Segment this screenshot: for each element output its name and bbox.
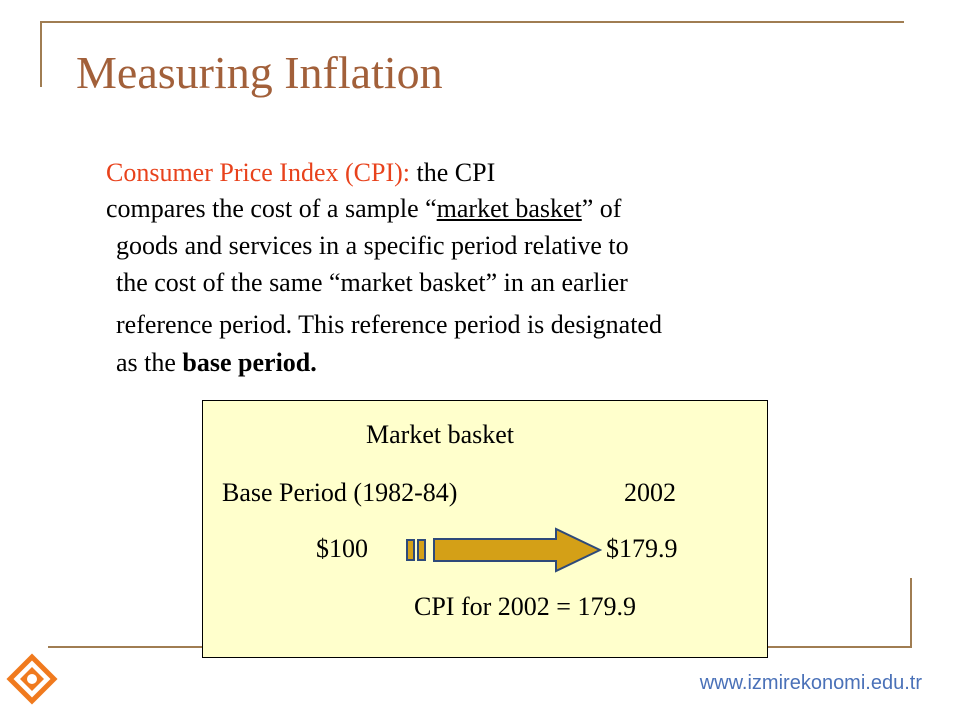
definition-text: compares the cost of a sample “: [106, 194, 437, 223]
cpi-result: CPI for 2002 = 179.9: [414, 592, 636, 621]
definition-line-6: as the base period.: [116, 348, 317, 378]
website-url[interactable]: www.izmirekonomi.edu.tr: [699, 672, 922, 694]
right-arrow-icon: [406, 527, 602, 573]
slide-title: Measuring Inflation: [76, 47, 443, 98]
definition-line-4: the cost of the same “market basket” in …: [116, 268, 628, 297]
base-period-term: base period.: [182, 348, 317, 377]
frame-left-line: [40, 21, 42, 87]
market-basket-heading: Market basket: [366, 420, 515, 449]
frame-right-line: [910, 578, 912, 648]
definition-text: ” of: [581, 194, 622, 223]
comparison-year-cost: $179.9: [606, 534, 678, 563]
cpi-term: Consumer Price Index (CPI):: [106, 158, 411, 187]
definition-line-1: Consumer Price Index (CPI): the CPI: [106, 158, 495, 188]
market-basket-term: market basket: [436, 194, 582, 223]
cpi-example-box: [202, 400, 768, 658]
definition-line-5: reference period. This reference period …: [116, 310, 662, 339]
base-period-cost: $100: [316, 534, 368, 563]
definition-line-3: goods and services in a specific period …: [116, 231, 629, 260]
comparison-year-label: 2002: [624, 478, 676, 507]
definition-text: the CPI: [410, 158, 496, 187]
definition-line-2: compares the cost of a sample “market ba…: [106, 194, 621, 224]
base-period-label: Base Period (1982-84): [222, 478, 458, 507]
university-logo-icon: [6, 653, 58, 705]
definition-text: as the: [116, 348, 183, 377]
frame-top-line: [40, 21, 904, 23]
